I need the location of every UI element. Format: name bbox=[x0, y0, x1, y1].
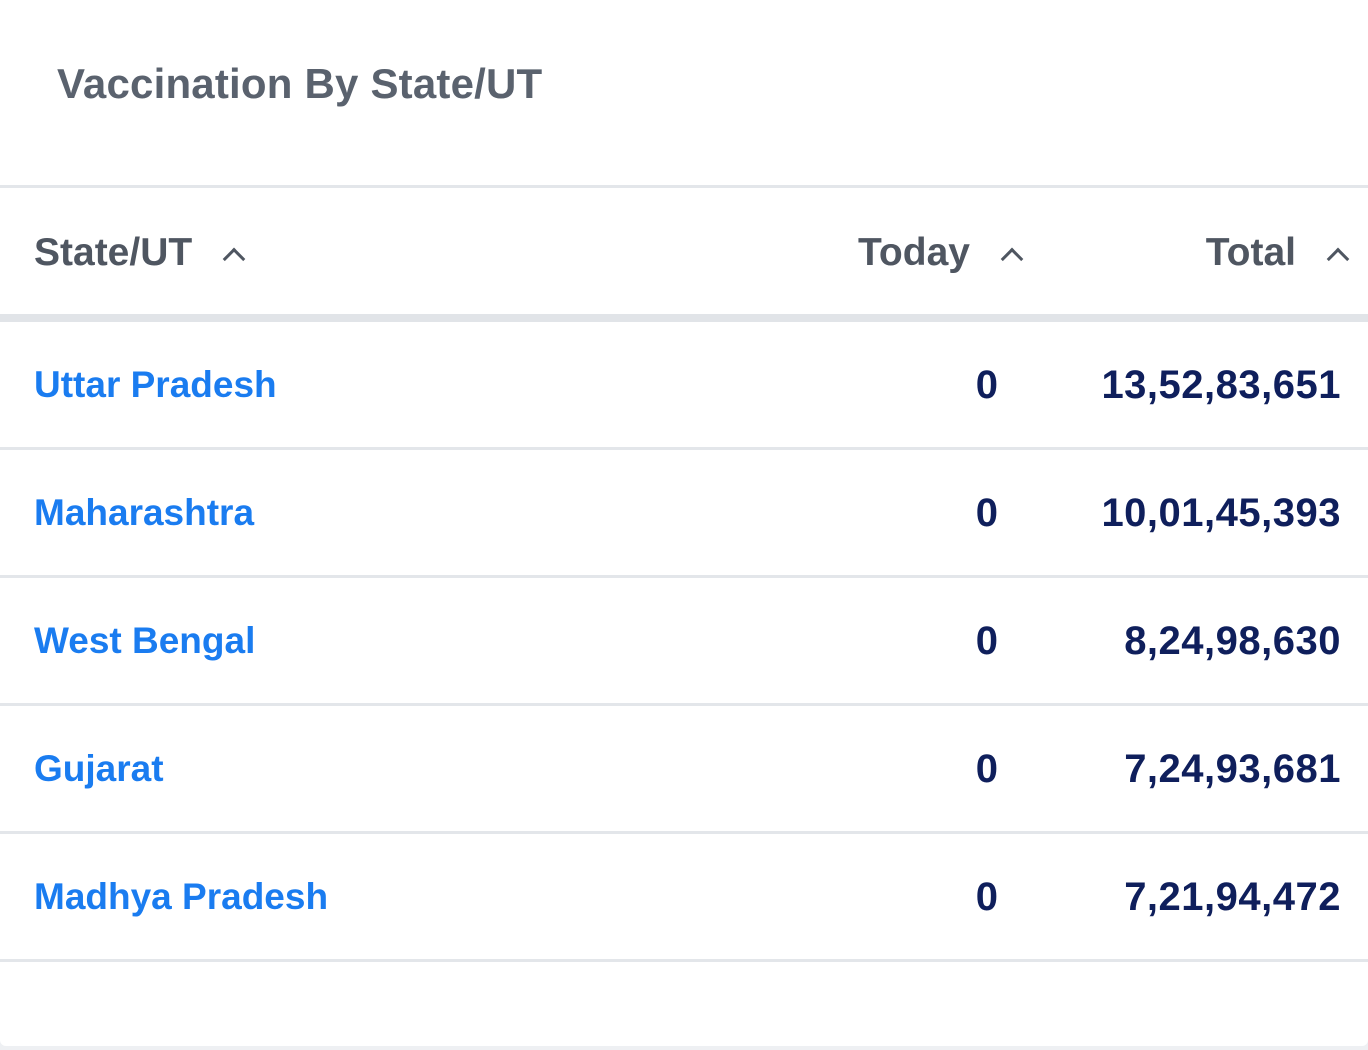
total-value: 10,01,45,393 bbox=[1101, 491, 1341, 535]
today-value: 0 bbox=[975, 619, 998, 663]
state-link[interactable]: West Bengal bbox=[34, 620, 256, 661]
total-value: 13,52,83,651 bbox=[1101, 363, 1341, 407]
state-link[interactable]: Maharashtra bbox=[34, 492, 255, 533]
table-body: Uttar Pradesh 0 13,52,83,651 Maharashtra… bbox=[0, 322, 1368, 962]
header-divider bbox=[0, 314, 1368, 322]
column-header-total[interactable]: Total bbox=[1205, 229, 1350, 277]
table-row: Maharashtra 0 10,01,45,393 bbox=[0, 450, 1368, 578]
state-link[interactable]: Uttar Pradesh bbox=[34, 364, 277, 405]
title-divider bbox=[0, 185, 1368, 188]
column-header-today[interactable]: Today bbox=[858, 229, 1024, 277]
today-value: 0 bbox=[975, 875, 998, 919]
table-header-row: State/UT Today Total bbox=[0, 188, 1368, 314]
total-value: 7,24,93,681 bbox=[1124, 747, 1341, 791]
table-row: Madhya Pradesh 0 7,21,94,472 bbox=[0, 834, 1368, 962]
table-row: Gujarat 0 7,24,93,681 bbox=[0, 706, 1368, 834]
total-value: 8,24,98,630 bbox=[1124, 619, 1341, 663]
table-row: West Bengal 0 8,24,98,630 bbox=[0, 578, 1368, 706]
today-value: 0 bbox=[975, 747, 998, 791]
today-value: 0 bbox=[975, 491, 998, 535]
column-header-state[interactable]: State/UT bbox=[34, 229, 246, 277]
chevron-up-icon bbox=[1326, 247, 1350, 271]
table-row: Uttar Pradesh 0 13,52,83,651 bbox=[0, 322, 1368, 450]
state-link[interactable]: Gujarat bbox=[34, 748, 164, 789]
chevron-up-icon bbox=[1000, 247, 1024, 271]
total-value: 7,21,94,472 bbox=[1124, 875, 1341, 919]
card-title: Vaccination By State/UT bbox=[57, 60, 543, 107]
column-header-today-label: Today bbox=[858, 231, 970, 274]
chevron-up-icon bbox=[222, 247, 246, 271]
column-header-state-label: State/UT bbox=[34, 231, 193, 274]
column-header-total-label: Total bbox=[1205, 231, 1296, 274]
state-link[interactable]: Madhya Pradesh bbox=[34, 876, 329, 917]
today-value: 0 bbox=[975, 363, 998, 407]
